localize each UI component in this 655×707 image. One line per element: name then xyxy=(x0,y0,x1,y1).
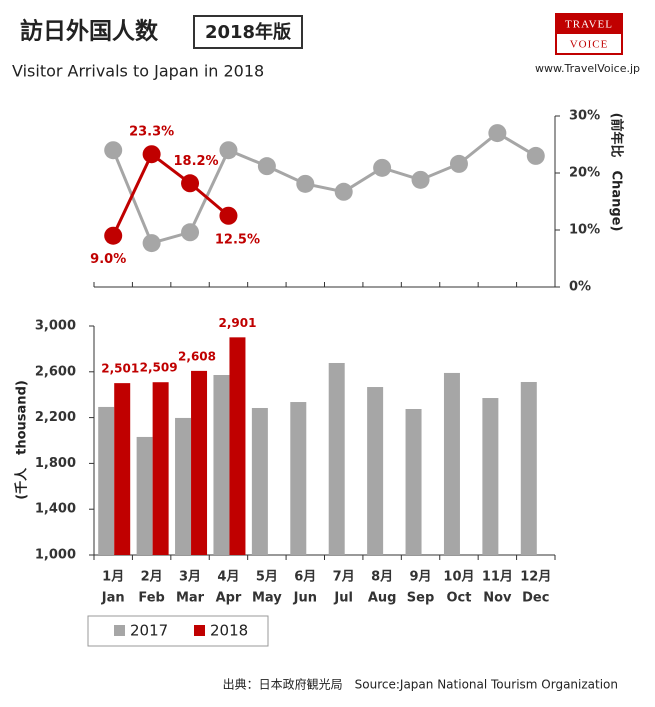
y-tick-label: 30% xyxy=(569,109,600,124)
legend-swatch xyxy=(114,625,125,636)
marker xyxy=(181,174,200,193)
x-tick-label: Jul xyxy=(333,591,353,606)
x-tick-label: Sep xyxy=(407,591,435,606)
legend-label: 2017 xyxy=(130,622,168,640)
bar xyxy=(213,375,230,555)
marker xyxy=(142,145,161,164)
y-axis-label: (千人 thousand) xyxy=(14,380,30,500)
data-label: 12.5% xyxy=(215,232,260,247)
marker xyxy=(296,174,315,193)
x-tick-label: 8月 xyxy=(371,570,393,585)
x-tick-label: Jun xyxy=(293,591,317,606)
bar xyxy=(443,372,460,555)
bar xyxy=(98,406,115,555)
bar xyxy=(520,381,537,555)
data-label: 2,501 xyxy=(101,362,139,376)
x-tick-label: Oct xyxy=(446,591,471,606)
bar xyxy=(136,436,153,555)
logo-top: TRAVEL xyxy=(565,19,613,31)
x-tick-label: Dec xyxy=(522,591,549,606)
data-label: 23.3% xyxy=(129,125,174,140)
x-tick-label: 6月 xyxy=(294,570,316,585)
source: 出典：日本政府観光局 Source:Japan National Tourism… xyxy=(223,677,618,692)
data-label: 2,608 xyxy=(178,349,216,363)
marker xyxy=(488,124,507,143)
line xyxy=(111,151,230,237)
x-tick-label: 10月 xyxy=(443,570,474,585)
marker xyxy=(181,223,200,242)
badge-box xyxy=(193,15,303,49)
marker xyxy=(219,141,238,160)
x-tick-label: 1月 xyxy=(102,570,124,585)
logo-band xyxy=(556,14,622,34)
url: www.TravelVoice.jp xyxy=(535,62,640,75)
y-tick-label: 1,800 xyxy=(35,456,76,471)
y-tick-label: 1,000 xyxy=(35,548,76,563)
data-label: 9.0% xyxy=(90,252,126,267)
bar xyxy=(114,383,131,555)
legend-swatch xyxy=(194,625,205,636)
x-tick-label: May xyxy=(252,591,282,606)
bar xyxy=(405,409,422,555)
line xyxy=(111,131,537,245)
subtitle: Visitor Arrivals to Japan in 2018 xyxy=(12,62,264,81)
bar xyxy=(251,407,268,555)
data-label: 2,509 xyxy=(140,361,178,375)
x-tick-label: 2月 xyxy=(141,570,163,585)
bar xyxy=(191,370,208,555)
marker xyxy=(219,206,238,225)
bar xyxy=(152,382,169,555)
marker xyxy=(104,226,123,245)
marker xyxy=(373,158,392,177)
badge: 2018年版 xyxy=(205,21,291,43)
marker xyxy=(104,141,123,160)
x-tick-label: 3月 xyxy=(179,570,201,585)
x-tick-label: 12月 xyxy=(520,570,551,585)
x-tick-label: 9月 xyxy=(410,570,432,585)
bar xyxy=(229,337,246,555)
marker xyxy=(142,234,161,253)
y-tick-label: 0% xyxy=(569,280,591,295)
y-tick-label: 3,000 xyxy=(35,319,76,334)
data-label: 2,901 xyxy=(218,316,256,330)
bar xyxy=(175,417,192,555)
marker xyxy=(411,170,430,189)
x-tick-label: 4月 xyxy=(217,570,239,585)
marker xyxy=(449,154,468,173)
bar xyxy=(290,402,307,555)
data-label: 18.2% xyxy=(173,154,218,169)
bar xyxy=(482,398,499,555)
title: 訪日外国人数 xyxy=(20,18,159,45)
y-axis-label: (前年比 Change) xyxy=(609,113,625,232)
logo-bottom: VOICE xyxy=(570,39,609,51)
y-tick-label: 10% xyxy=(569,223,600,238)
bar xyxy=(328,362,345,555)
x-tick-label: Aug xyxy=(368,591,397,606)
marker xyxy=(257,157,276,176)
y-tick-label: 20% xyxy=(569,166,600,181)
bar xyxy=(367,387,384,555)
x-tick-label: Apr xyxy=(216,591,242,606)
x-tick-label: Nov xyxy=(483,591,512,606)
x-tick-label: Feb xyxy=(138,591,164,606)
legend-label: 2018 xyxy=(210,622,248,640)
marker xyxy=(526,146,545,165)
x-tick-label: 11月 xyxy=(482,570,513,585)
x-tick-label: Jan xyxy=(101,591,125,606)
x-tick-label: 5月 xyxy=(256,570,278,585)
x-tick-label: 7月 xyxy=(333,570,355,585)
marker xyxy=(334,182,353,201)
y-tick-label: 1,400 xyxy=(35,502,76,517)
y-tick-label: 2,600 xyxy=(35,364,76,379)
y-tick-label: 2,200 xyxy=(35,410,76,425)
x-tick-label: Mar xyxy=(176,591,205,606)
